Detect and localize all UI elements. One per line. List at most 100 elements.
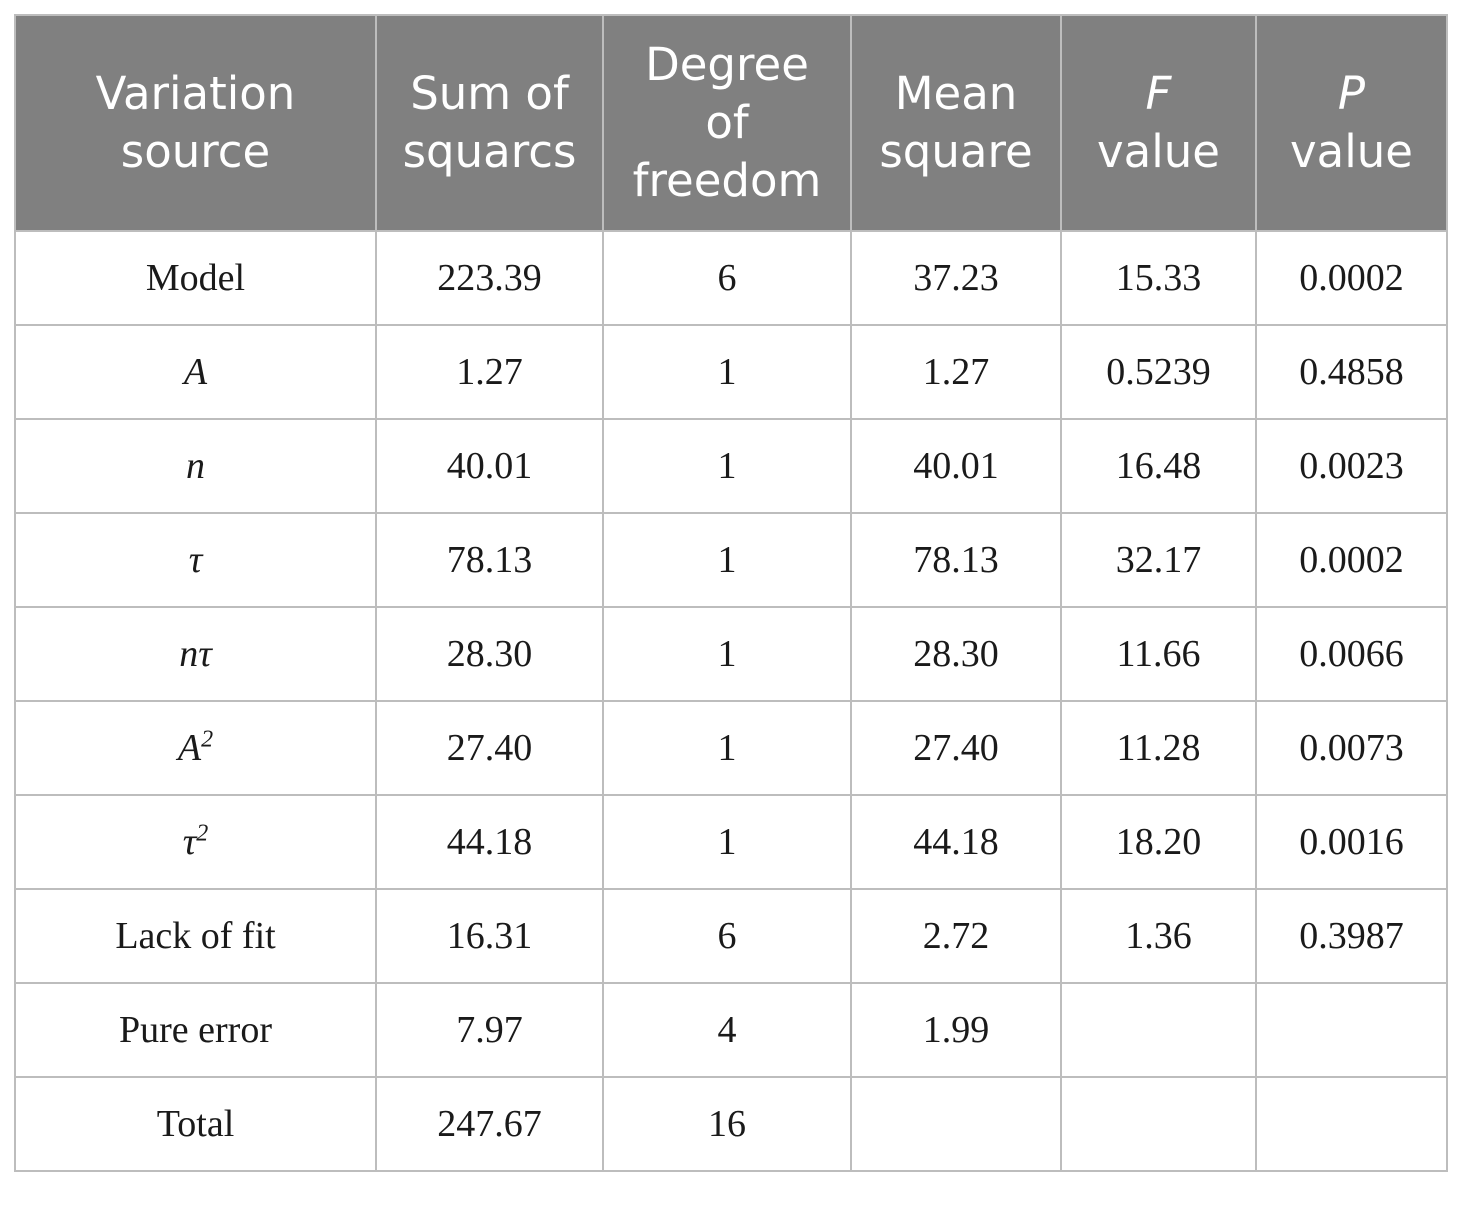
source-label: nτ <box>179 633 212 675</box>
cell-sum-of-squares: 44.18 <box>375 794 604 890</box>
header-line: Sum of <box>410 67 569 120</box>
header-line: Mean <box>894 67 1018 120</box>
header-row: Variation source Sum of squarcs Degree o… <box>14 14 1448 232</box>
source-label: A <box>177 727 202 769</box>
superscript: 2 <box>201 726 214 753</box>
cell-variation-source: nτ <box>14 606 377 702</box>
header-variation-source: Variation source <box>14 14 377 232</box>
cell-sum-of-squares: 27.40 <box>375 700 604 796</box>
superscript: 2 <box>196 820 209 847</box>
cell-degree-of-freedom: 1 <box>602 700 852 796</box>
cell-degree-of-freedom: 6 <box>602 888 852 984</box>
header-line: value <box>1290 125 1413 178</box>
table-row: A 1.27 1 1.27 0.5239 0.4858 <box>14 324 1448 420</box>
cell-p-value: 0.3987 <box>1255 888 1448 984</box>
header-line: value <box>1097 125 1220 178</box>
cell-sum-of-squares: 28.30 <box>375 606 604 702</box>
cell-variation-source: A <box>14 324 377 420</box>
header-mean-square: Mean square <box>850 14 1062 232</box>
cell-degree-of-freedom: 1 <box>602 324 852 420</box>
cell-f-value: 0.5239 <box>1060 324 1257 420</box>
cell-sum-of-squares: 247.67 <box>375 1076 604 1172</box>
table-header: Variation source Sum of squarcs Degree o… <box>14 14 1448 232</box>
cell-f-value: 15.33 <box>1060 230 1257 326</box>
cell-degree-of-freedom: 4 <box>602 982 852 1078</box>
source-label: τ <box>182 821 197 863</box>
cell-f-value <box>1060 1076 1257 1172</box>
cell-f-value: 11.28 <box>1060 700 1257 796</box>
cell-mean-square <box>850 1076 1062 1172</box>
header-line: square <box>879 125 1033 178</box>
cell-degree-of-freedom: 1 <box>602 418 852 514</box>
cell-variation-source: Total <box>14 1076 377 1172</box>
cell-sum-of-squares: 1.27 <box>375 324 604 420</box>
cell-f-value: 18.20 <box>1060 794 1257 890</box>
table-row: τ 78.13 1 78.13 32.17 0.0002 <box>14 512 1448 608</box>
cell-mean-square: 78.13 <box>850 512 1062 608</box>
header-line: of <box>705 96 749 149</box>
table-row: Pure error 7.97 4 1.99 <box>14 982 1448 1078</box>
source-label: n <box>186 445 205 487</box>
header-f-value: F value <box>1060 14 1257 232</box>
cell-variation-source: Pure error <box>14 982 377 1078</box>
table-row: Total 247.67 16 <box>14 1076 1448 1172</box>
cell-p-value <box>1255 1076 1448 1172</box>
table-row: Model 223.39 6 37.23 15.33 0.0002 <box>14 230 1448 326</box>
header-p-value: P value <box>1255 14 1448 232</box>
header-degree-of-freedom: Degree of freedom <box>602 14 852 232</box>
header-line: source <box>120 125 271 178</box>
cell-degree-of-freedom: 1 <box>602 794 852 890</box>
header-line: Variation <box>95 67 296 120</box>
cell-mean-square: 37.23 <box>850 230 1062 326</box>
cell-p-value: 0.0002 <box>1255 230 1448 326</box>
cell-p-value: 0.0066 <box>1255 606 1448 702</box>
cell-mean-square: 28.30 <box>850 606 1062 702</box>
table-row: nτ 28.30 1 28.30 11.66 0.0066 <box>14 606 1448 702</box>
cell-mean-square: 27.40 <box>850 700 1062 796</box>
cell-sum-of-squares: 223.39 <box>375 230 604 326</box>
header-line: Degree <box>645 38 809 91</box>
cell-variation-source: Lack of fit <box>14 888 377 984</box>
cell-variation-source: τ2 <box>14 794 377 890</box>
cell-p-value: 0.0002 <box>1255 512 1448 608</box>
cell-sum-of-squares: 7.97 <box>375 982 604 1078</box>
header-line: squarcs <box>402 125 577 178</box>
cell-p-value <box>1255 982 1448 1078</box>
cell-p-value: 0.0073 <box>1255 700 1448 796</box>
cell-degree-of-freedom: 16 <box>602 1076 852 1172</box>
cell-p-value: 0.0016 <box>1255 794 1448 890</box>
cell-degree-of-freedom: 6 <box>602 230 852 326</box>
cell-p-value: 0.0023 <box>1255 418 1448 514</box>
cell-f-value: 32.17 <box>1060 512 1257 608</box>
cell-degree-of-freedom: 1 <box>602 512 852 608</box>
cell-mean-square: 40.01 <box>850 418 1062 514</box>
cell-p-value: 0.4858 <box>1255 324 1448 420</box>
source-label: Lack of fit <box>115 915 276 957</box>
source-label: A <box>183 351 208 393</box>
cell-variation-source: Model <box>14 230 377 326</box>
cell-sum-of-squares: 78.13 <box>375 512 604 608</box>
header-line: P <box>1337 67 1366 120</box>
cell-mean-square: 44.18 <box>850 794 1062 890</box>
cell-degree-of-freedom: 1 <box>602 606 852 702</box>
cell-mean-square: 1.99 <box>850 982 1062 1078</box>
source-label: Total <box>156 1103 235 1145</box>
source-label: τ <box>188 539 203 581</box>
cell-mean-square: 2.72 <box>850 888 1062 984</box>
header-line: F <box>1145 67 1172 120</box>
table-row: Lack of fit 16.31 6 2.72 1.36 0.3987 <box>14 888 1448 984</box>
table-row: A2 27.40 1 27.40 11.28 0.0073 <box>14 700 1448 796</box>
header-line: freedom <box>632 154 822 207</box>
cell-f-value: 16.48 <box>1060 418 1257 514</box>
cell-f-value <box>1060 982 1257 1078</box>
table-row: τ2 44.18 1 44.18 18.20 0.0016 <box>14 794 1448 890</box>
source-label: Pure error <box>119 1009 272 1051</box>
cell-sum-of-squares: 40.01 <box>375 418 604 514</box>
table-row: n 40.01 1 40.01 16.48 0.0023 <box>14 418 1448 514</box>
anova-table: Variation source Sum of squarcs Degree o… <box>14 14 1448 1172</box>
cell-variation-source: n <box>14 418 377 514</box>
cell-f-value: 11.66 <box>1060 606 1257 702</box>
cell-sum-of-squares: 16.31 <box>375 888 604 984</box>
cell-mean-square: 1.27 <box>850 324 1062 420</box>
cell-variation-source: τ <box>14 512 377 608</box>
